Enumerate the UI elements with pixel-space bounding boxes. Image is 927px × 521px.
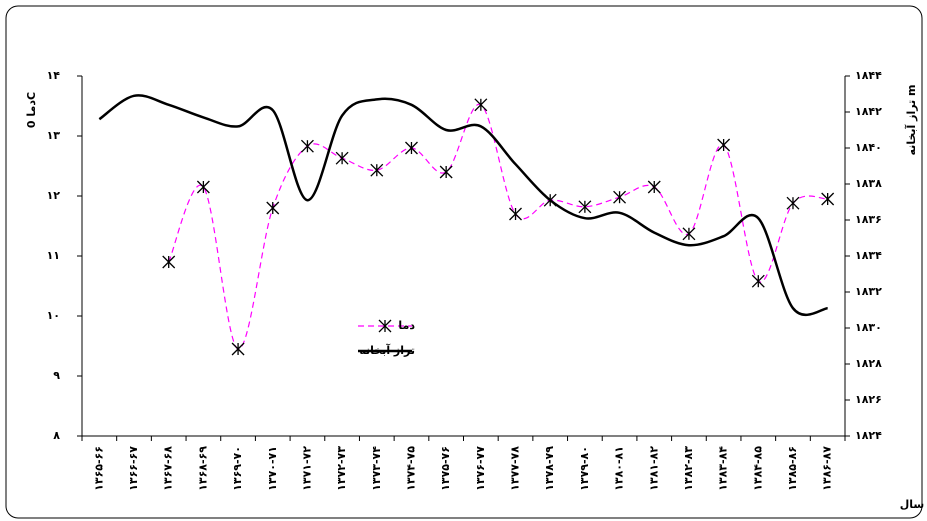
x-tick-label: ۱۳۸۱-۸۲ xyxy=(647,446,660,491)
point-marker xyxy=(647,180,661,194)
point-marker xyxy=(439,165,453,179)
x-tick-label: ۱۳۷۳-۷۴ xyxy=(370,446,383,491)
y2-tick-label: ۱۸۳۶ xyxy=(855,213,882,226)
y-axis-title: دما 0C xyxy=(25,92,38,128)
y-tick-label: ۱۲ xyxy=(47,189,61,202)
x-tick-label: ۱۳۸۳-۸۴ xyxy=(717,446,730,491)
y-tick-label: ۹ xyxy=(53,369,60,382)
point-marker xyxy=(266,201,280,215)
x-tick-label: ۱۳۸۴-۸۵ xyxy=(751,446,764,491)
x-tick-label: ۱۳۸۵-۸۶ xyxy=(786,446,799,491)
x-tick-label: ۱۳۷۹-۸۰ xyxy=(578,446,591,491)
x-tick-label: ۱۳۷۲-۷۳ xyxy=(335,446,348,491)
x-tick-label: ۱۳۷۰-۷۱ xyxy=(266,446,279,491)
x-tick-label: ۱۳۷۶-۷۷ xyxy=(474,446,487,491)
y-tick-label: ۱۴ xyxy=(47,69,61,82)
x-tick-label: ۱۳۶۹-۷۰ xyxy=(231,446,244,491)
point-marker xyxy=(786,196,800,210)
y2-tick-label: ۱۸۲۸ xyxy=(855,357,882,370)
point-marker xyxy=(231,342,245,356)
x-tick-label: ۱۳۷۷-۷۸ xyxy=(509,446,522,491)
x-tick-label: ۱۳۶۸-۶۹ xyxy=(196,446,209,491)
y2-axis-title: تراز آبخانه m xyxy=(904,85,918,156)
y-tick-label: ۸ xyxy=(53,429,60,442)
point-marker xyxy=(682,227,696,241)
point-marker xyxy=(162,255,176,269)
x-tick-label: ۱۳۶۵-۶۶ xyxy=(92,446,105,491)
point-marker xyxy=(578,200,592,214)
y2-tick-label: ۱۸۳۸ xyxy=(855,177,882,190)
y-tick-label: ۱۱ xyxy=(47,249,60,262)
series-line xyxy=(98,94,828,317)
x-tick-label: ۱۳۸۲-۸۳ xyxy=(682,446,695,491)
y2-tick-label: ۱۸۳۰ xyxy=(855,321,882,334)
y-tick-label: ۱۰ xyxy=(47,309,60,322)
x-axis-title: سال xyxy=(900,498,925,511)
point-marker xyxy=(196,180,210,194)
point-marker xyxy=(474,98,488,112)
y-tick-label: ۱۳ xyxy=(47,129,61,142)
chart-frame xyxy=(5,5,923,519)
legend-marker xyxy=(378,319,392,333)
point-marker xyxy=(370,163,384,177)
legend-label: تراز آبخانه xyxy=(359,343,415,357)
x-tick-label: ۱۳۷۱-۷۲ xyxy=(300,446,313,491)
y2-tick-label: ۱۸۴۰ xyxy=(855,141,882,154)
x-tick-label: ۱۳۶۶-۶۷ xyxy=(127,446,140,491)
y2-tick-label: ۱۸۴۲ xyxy=(855,105,882,118)
point-marker xyxy=(405,141,418,155)
y2-tick-label: ۱۸۲۶ xyxy=(855,393,882,406)
x-tick-label: ۱۳۸۶-۸۷ xyxy=(821,446,834,491)
x-tick-label: ۱۳۶۷-۶۸ xyxy=(162,446,175,491)
x-tick-label: ۱۳۷۵-۷۶ xyxy=(439,446,452,491)
y2-tick-label: ۱۸۴۴ xyxy=(855,69,882,82)
point-marker xyxy=(751,274,765,288)
y2-tick-label: ۱۸۲۴ xyxy=(855,429,882,442)
x-tick-label: ۱۳۷۸-۷۹ xyxy=(543,446,556,491)
point-marker xyxy=(300,139,314,153)
point-marker xyxy=(509,207,522,221)
y2-tick-label: ۱۸۳۴ xyxy=(855,249,882,262)
point-marker xyxy=(821,192,835,206)
point-marker xyxy=(717,138,731,152)
legend-label: دما xyxy=(398,319,415,332)
x-tick-label: ۱۳۷۴-۷۵ xyxy=(404,446,417,491)
point-marker xyxy=(335,151,349,165)
y2-tick-label: ۱۸۳۲ xyxy=(855,285,882,298)
x-tick-label: ۱۳۸۰-۸۱ xyxy=(613,446,626,491)
point-marker xyxy=(613,190,627,204)
